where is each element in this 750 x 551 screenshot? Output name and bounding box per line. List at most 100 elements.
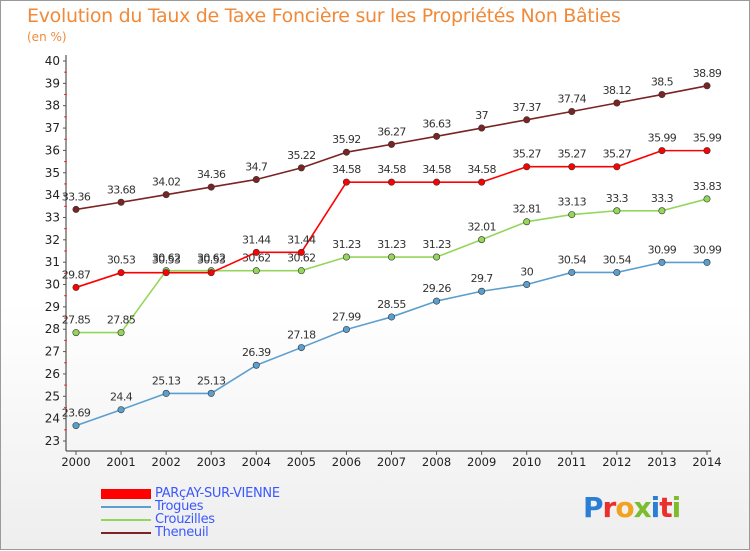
data-label: 31.23 [422,238,451,251]
y-tick-label: 34 [45,188,60,202]
data-label: 27.85 [62,314,91,327]
y-tick-label: 25 [45,389,60,403]
data-label: 26.39 [242,346,271,359]
data-point [478,178,486,186]
logo-letter: r [602,491,617,524]
data-point [658,207,666,215]
legend-label: Theneuil [155,525,209,540]
data-point [252,248,260,256]
data-label: 23.69 [62,407,91,420]
data-label: 37.74 [558,93,587,106]
data-point [703,82,711,90]
data-point [658,91,666,99]
data-label: 33.3 [651,192,674,205]
data-point [387,140,395,148]
data-point [703,147,711,155]
data-point [117,329,125,337]
data-point [568,211,576,219]
data-point [523,163,531,171]
data-point [72,283,80,291]
data-label: 31.44 [242,233,271,246]
data-point [568,108,576,116]
data-label: 35.99 [648,132,677,145]
data-label: 37 [475,109,488,122]
x-tick-label: 2013 [647,455,676,469]
proxiti-logo: Proxiti [583,491,681,524]
legend-label: PARçAY-SUR-VIENNE [155,486,280,501]
data-label: 28.55 [377,298,406,311]
data-point [523,281,531,289]
data-point [433,132,441,140]
data-point [342,178,350,186]
data-label: 34.58 [377,163,406,176]
data-label: 34.7 [245,160,268,173]
y-tick-label: 31 [45,255,60,269]
data-label: 33.13 [558,196,587,209]
data-point [297,164,305,172]
data-point [297,344,305,352]
x-tick-label: 2010 [512,455,541,469]
data-label: 25.13 [152,374,181,387]
data-label: 25.13 [197,374,226,387]
data-label: 33.83 [693,180,722,193]
data-point [658,258,666,266]
x-tick-label: 2007 [377,455,406,469]
y-tick-label: 39 [45,76,60,90]
y-tick-label: 36 [45,143,60,157]
data-label: 37.37 [512,101,541,114]
data-label: 30.62 [287,252,316,265]
x-tick-label: 2008 [422,455,451,469]
data-label: 35.92 [332,133,361,146]
data-point [478,124,486,132]
data-point [387,253,395,261]
y-tick-label: 35 [45,166,60,180]
x-tick-label: 2003 [197,455,226,469]
data-label: 31.23 [377,238,406,251]
data-point [703,195,711,203]
data-point [117,269,125,277]
logo-letter: i [650,491,661,524]
data-label: 29.87 [62,268,91,281]
data-point [387,178,395,186]
y-tick-label: 29 [45,300,60,314]
x-tick-label: 2014 [692,455,721,469]
legend-item: Theneuil [101,526,280,539]
data-label: 34.58 [422,163,451,176]
x-tick-label: 2002 [152,455,181,469]
chart-title: Evolution du Taux de Taxe Foncière sur l… [27,5,621,27]
logo-letter: t [659,491,672,524]
data-label: 31.23 [332,238,361,251]
data-point [568,163,576,171]
data-point [478,236,486,244]
data-label: 35.27 [558,148,587,161]
x-tick-label: 2000 [61,455,90,469]
data-point [252,175,260,183]
legend: PARçAY-SUR-VIENNE Trogues Crouzilles Theneu… [101,487,280,539]
data-label: 34.58 [332,163,361,176]
data-label: 30.99 [693,243,722,256]
data-label: 31.44 [287,233,316,246]
data-label: 30.53 [107,254,136,267]
x-tick-label: 2004 [242,455,271,469]
data-point [613,99,621,107]
legend-swatch [101,518,151,521]
y-tick-label: 37 [45,121,60,135]
data-point [342,325,350,333]
data-point [297,248,305,256]
y-tick-label: 33 [45,210,60,224]
data-label: 27.18 [287,329,316,342]
data-label: 29.7 [471,272,494,285]
data-point [207,269,215,277]
y-tick-label: 40 [45,54,60,68]
data-point [613,163,621,171]
data-point [72,422,80,430]
chart-subtitle: (en %) [27,30,67,44]
data-point [342,253,350,261]
data-label: 29.26 [422,282,451,295]
data-point [433,253,441,261]
y-tick-label: 24 [45,412,60,426]
y-tick-label: 23 [45,434,60,448]
data-label: 34.58 [467,163,496,176]
data-label: 30.99 [648,243,677,256]
y-tick-label: 28 [45,322,60,336]
